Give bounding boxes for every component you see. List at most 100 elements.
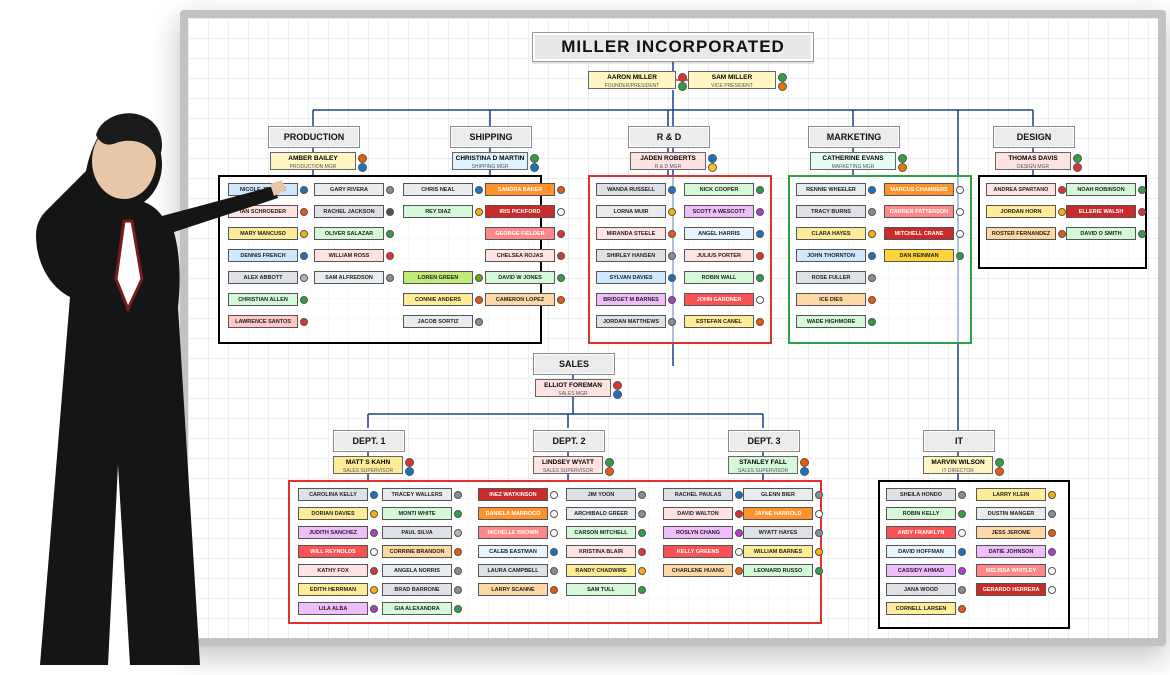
status-dot — [605, 467, 614, 476]
name-card: DARREN PATTERSON — [884, 205, 954, 218]
mgr-card: STANLEY FALLSALES SUPERVISOR — [728, 456, 798, 474]
name-card: WILLIAM BARNES — [743, 545, 813, 558]
status-dot — [1073, 154, 1082, 163]
name-card: ROBIN KELLY — [886, 507, 956, 520]
status-dot — [1048, 567, 1056, 575]
name-card: PAUL SILVA — [382, 526, 452, 539]
dept-header-marketing: MARKETING — [808, 126, 900, 148]
status-dot — [1138, 230, 1146, 238]
status-dot — [300, 208, 308, 216]
status-dot — [708, 163, 717, 172]
status-dot — [370, 586, 378, 594]
status-dot — [958, 529, 966, 537]
status-dot — [958, 567, 966, 575]
status-dot — [956, 252, 964, 260]
status-dot — [475, 186, 483, 194]
dept-header-design: DESIGN — [993, 126, 1075, 148]
name-card: LORNA MUIR — [596, 205, 666, 218]
status-dot — [300, 296, 308, 304]
status-dot — [386, 186, 394, 194]
status-dot — [868, 318, 876, 326]
status-dot — [550, 510, 558, 518]
name-card: ELLERIE WALSH — [1066, 205, 1136, 218]
name-card: DAVID W JONES — [485, 271, 555, 284]
name-card: SAM ALFREDSON — [314, 271, 384, 284]
name-card: LARRY SCANNE — [478, 583, 548, 596]
name-card: LOREN GREEN — [403, 271, 473, 284]
name-card: CHELSEA ROJAS — [485, 249, 555, 262]
name-card: SHEILA HONDO — [886, 488, 956, 501]
status-dot — [370, 510, 378, 518]
status-dot — [557, 208, 565, 216]
status-dot — [815, 548, 823, 556]
name-card: JOHN GARDNER — [684, 293, 754, 306]
exec-card: SAM MILLERVICE PRESIDENT — [688, 71, 776, 89]
dept-header-dept2: DEPT. 2 — [533, 430, 605, 452]
name-card: RACHEL PAULAS — [663, 488, 733, 501]
status-dot — [778, 73, 787, 82]
status-dot — [815, 529, 823, 537]
status-dot — [454, 605, 462, 613]
name-card: ICE DIES — [796, 293, 866, 306]
status-dot — [550, 491, 558, 499]
status-dot — [678, 73, 687, 82]
name-card: DAVID WALTON — [663, 507, 733, 520]
name-card: MIRANDA STEELE — [596, 227, 666, 240]
status-dot — [815, 510, 823, 518]
status-dot — [868, 186, 876, 194]
status-dot — [958, 586, 966, 594]
status-dot — [735, 567, 743, 575]
status-dot — [358, 154, 367, 163]
name-card: CORRINE BRANDON — [382, 545, 452, 558]
board-title: MILLER INCORPORATED — [532, 32, 814, 62]
status-dot — [454, 510, 462, 518]
status-dot — [708, 154, 717, 163]
stage: MILLER INCORPORATED AARON MILLERFOUNDER/… — [0, 0, 1170, 675]
status-dot — [1058, 230, 1066, 238]
status-dot — [557, 296, 565, 304]
name-card: GARY RIVERA — [314, 183, 384, 196]
status-dot — [550, 529, 558, 537]
name-card: GIA ALEXANDRA — [382, 602, 452, 615]
status-dot — [868, 274, 876, 282]
name-card: DAVID HOFFMAN — [886, 545, 956, 558]
status-dot — [815, 567, 823, 575]
name-card: JIM YOON — [566, 488, 636, 501]
status-dot — [370, 548, 378, 556]
name-card: JUDITH SANCHEZ — [298, 526, 368, 539]
status-dot — [638, 529, 646, 537]
status-dot — [995, 467, 1004, 476]
status-dot — [756, 296, 764, 304]
name-card: JORDAN MATTHEWS — [596, 315, 666, 328]
name-card: JORDAN HORN — [986, 205, 1056, 218]
status-dot — [370, 529, 378, 537]
status-dot — [1048, 491, 1056, 499]
name-card: KELLY GREENS — [663, 545, 733, 558]
name-card: SAM TULL — [566, 583, 636, 596]
name-card: KRISTINA BLAIR — [566, 545, 636, 558]
status-dot — [557, 186, 565, 194]
name-card: JESS JEROME — [976, 526, 1046, 539]
status-dot — [300, 186, 308, 194]
status-dot — [1058, 208, 1066, 216]
status-dot — [475, 274, 483, 282]
status-dot — [800, 458, 809, 467]
status-dot — [386, 252, 394, 260]
status-dot — [550, 586, 558, 594]
status-dot — [756, 208, 764, 216]
status-dot — [735, 510, 743, 518]
name-card: CAROLINA KELLY — [298, 488, 368, 501]
name-card: EDITH HERRMAN — [298, 583, 368, 596]
status-dot — [638, 567, 646, 575]
status-dot — [668, 252, 676, 260]
name-card: LAURA CAMPBELL — [478, 564, 548, 577]
name-card: INEZ WATKINSON — [478, 488, 548, 501]
status-dot — [958, 605, 966, 613]
whiteboard: MILLER INCORPORATED AARON MILLERFOUNDER/… — [180, 10, 1166, 646]
name-card: DANIELA MARROCO — [478, 507, 548, 520]
status-dot — [638, 548, 646, 556]
status-dot — [956, 230, 964, 238]
status-dot — [735, 491, 743, 499]
status-dot — [300, 274, 308, 282]
name-card: CASSIDY AHMAD — [886, 564, 956, 577]
